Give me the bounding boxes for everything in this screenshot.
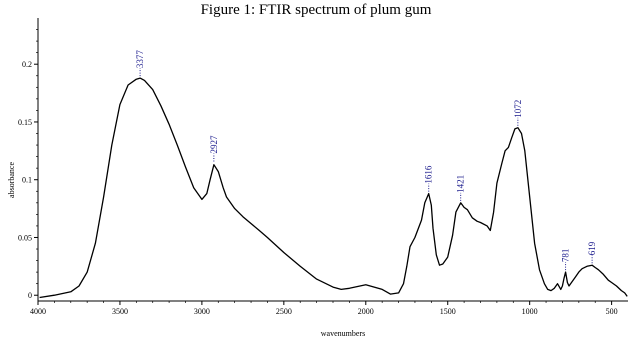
- x-tick-label: 4000: [30, 307, 46, 316]
- y-tick-label: 0: [28, 291, 32, 300]
- x-tick-label: 1500: [440, 307, 456, 316]
- chart-title: Figure 1: FTIR spectrum of plum gum: [201, 2, 432, 18]
- x-tick-label: 3000: [194, 307, 210, 316]
- x-tick-label: 2500: [276, 307, 292, 316]
- peak-label: 781: [561, 249, 571, 263]
- peak-label: 1421: [456, 175, 466, 193]
- peak-annotations: 3377 2927 1616 1421 1072 781 619: [135, 50, 597, 271]
- y-tick-label: 0.1: [22, 176, 32, 185]
- x-tick-label: 500: [606, 307, 618, 316]
- peak-label: 1616: [424, 165, 434, 184]
- x-tick-label: 1000: [522, 307, 538, 316]
- plot-area: [39, 77, 628, 299]
- peak-label: 2927: [209, 135, 219, 154]
- axes: 4000 3500 3000 2500 2000 1500 1000 500 0 0.05 0.1 0…: [18, 18, 628, 316]
- y-axis-label: absorbance: [7, 162, 16, 198]
- y-tick-label: 0.15: [18, 118, 32, 127]
- y-tick-label: 0.2: [22, 60, 32, 69]
- x-axis-label: wavenumbers: [321, 329, 365, 338]
- peak-label: 619: [587, 241, 597, 255]
- y-tick-label: 0.05: [18, 233, 32, 242]
- x-tick-label: 3500: [112, 307, 128, 316]
- peak-label: 1072: [513, 100, 523, 118]
- peak-label: 3377: [135, 50, 145, 69]
- x-tick-label: 2000: [358, 307, 374, 316]
- spectrum-line: [39, 77, 628, 299]
